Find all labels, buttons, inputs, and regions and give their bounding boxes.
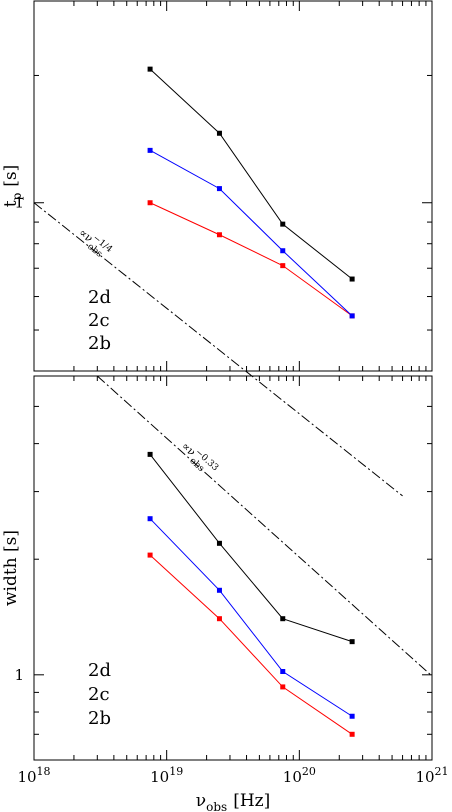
data-point-2d [349,731,355,737]
x-tick-label: 1021 [415,765,448,786]
y-axis-label-main: t [1,200,21,207]
legend-label: 2b [88,708,111,729]
axis-ticks-bottom [33,375,433,761]
data-point-2c [349,713,355,719]
x-tick-base: 10 [283,768,302,786]
data-point-2b [349,276,355,282]
powerlaw-label: ∝ν−0.33obs [176,438,221,481]
legend-top: 2d 2c 2b [88,287,111,354]
y-tick-label: 1 [14,666,24,684]
powerlaw-label: ∝ν−1/4obs [73,225,114,263]
legend-label: 2d [88,287,111,308]
x-axis-label: νobs [Hz] [196,791,270,812]
data-point-2b [349,639,355,645]
data-point-2d [147,200,153,206]
x-axis-label-unit: [Hz] [233,791,270,811]
series-line-2c [149,149,353,317]
data-point-2b [216,130,222,136]
x-axis-label-main: ν [196,791,206,811]
legend-label: 2c [88,310,110,331]
data-point-2c [147,147,153,153]
powerlaw-line [96,375,433,677]
data-point-2b [147,451,153,457]
x-tick-base: 10 [17,768,36,786]
x-tick-exp: 21 [435,765,449,778]
data-point-2c [280,248,286,254]
series-group-top [147,66,355,319]
panel-width: ∝ν−0.33obs 1 width [s] 1018 1019 1020 1021 … [1,375,449,812]
axis-ticks-top [33,0,433,372]
legend-label: 2d [88,660,111,681]
data-point-2c [216,587,222,593]
plot-frame-bottom [33,375,433,761]
data-point-2c [216,186,222,192]
series-line-2d [149,554,353,735]
y-axis-label: width [s] [1,530,21,606]
y-axis-label: tp [s] [1,165,24,208]
powerlaw-line [33,202,403,497]
x-tick-label: 1020 [283,765,316,786]
legend-label: 2b [88,333,111,354]
x-tick-label: 1019 [150,765,183,786]
y-tick-label: 1 [14,194,24,212]
x-tick-base: 10 [150,768,169,786]
data-point-2b [216,540,222,546]
data-point-2b [280,221,286,227]
data-point-2b [147,66,153,72]
x-tick-exp: 20 [302,765,316,778]
series-line-2b [149,454,353,643]
x-tick-exp: 19 [169,765,183,778]
data-point-2c [280,669,286,675]
x-tick-label: 1018 [17,765,50,786]
data-point-2d [147,552,153,558]
data-point-2d [280,263,286,269]
x-axis-label-sub: obs [206,800,227,812]
series-line-2d [149,202,353,317]
y-axis-label-sub: p [10,192,24,200]
data-point-2c [349,313,355,319]
panel-peak-time: ∝ν−1/4obs 1 tp [s] 2d 2c 2b [1,0,433,497]
legend-label: 2c [88,684,110,705]
x-tick-exp: 18 [37,765,51,778]
series-line-2c [149,518,353,717]
data-point-2c [147,516,153,522]
data-point-2d [280,684,286,690]
series-line-2b [149,68,353,280]
data-point-2b [280,616,286,622]
x-tick-base: 10 [415,768,434,786]
data-point-2d [216,232,222,238]
x-tick-labels: 1018 1019 1020 1021 [17,765,448,786]
plot-frame-top [33,0,433,372]
series-group-bottom [147,451,355,737]
y-axis-label-unit: [s] [1,165,21,187]
legend-bottom: 2d 2c 2b [88,660,111,729]
data-point-2d [216,616,222,622]
